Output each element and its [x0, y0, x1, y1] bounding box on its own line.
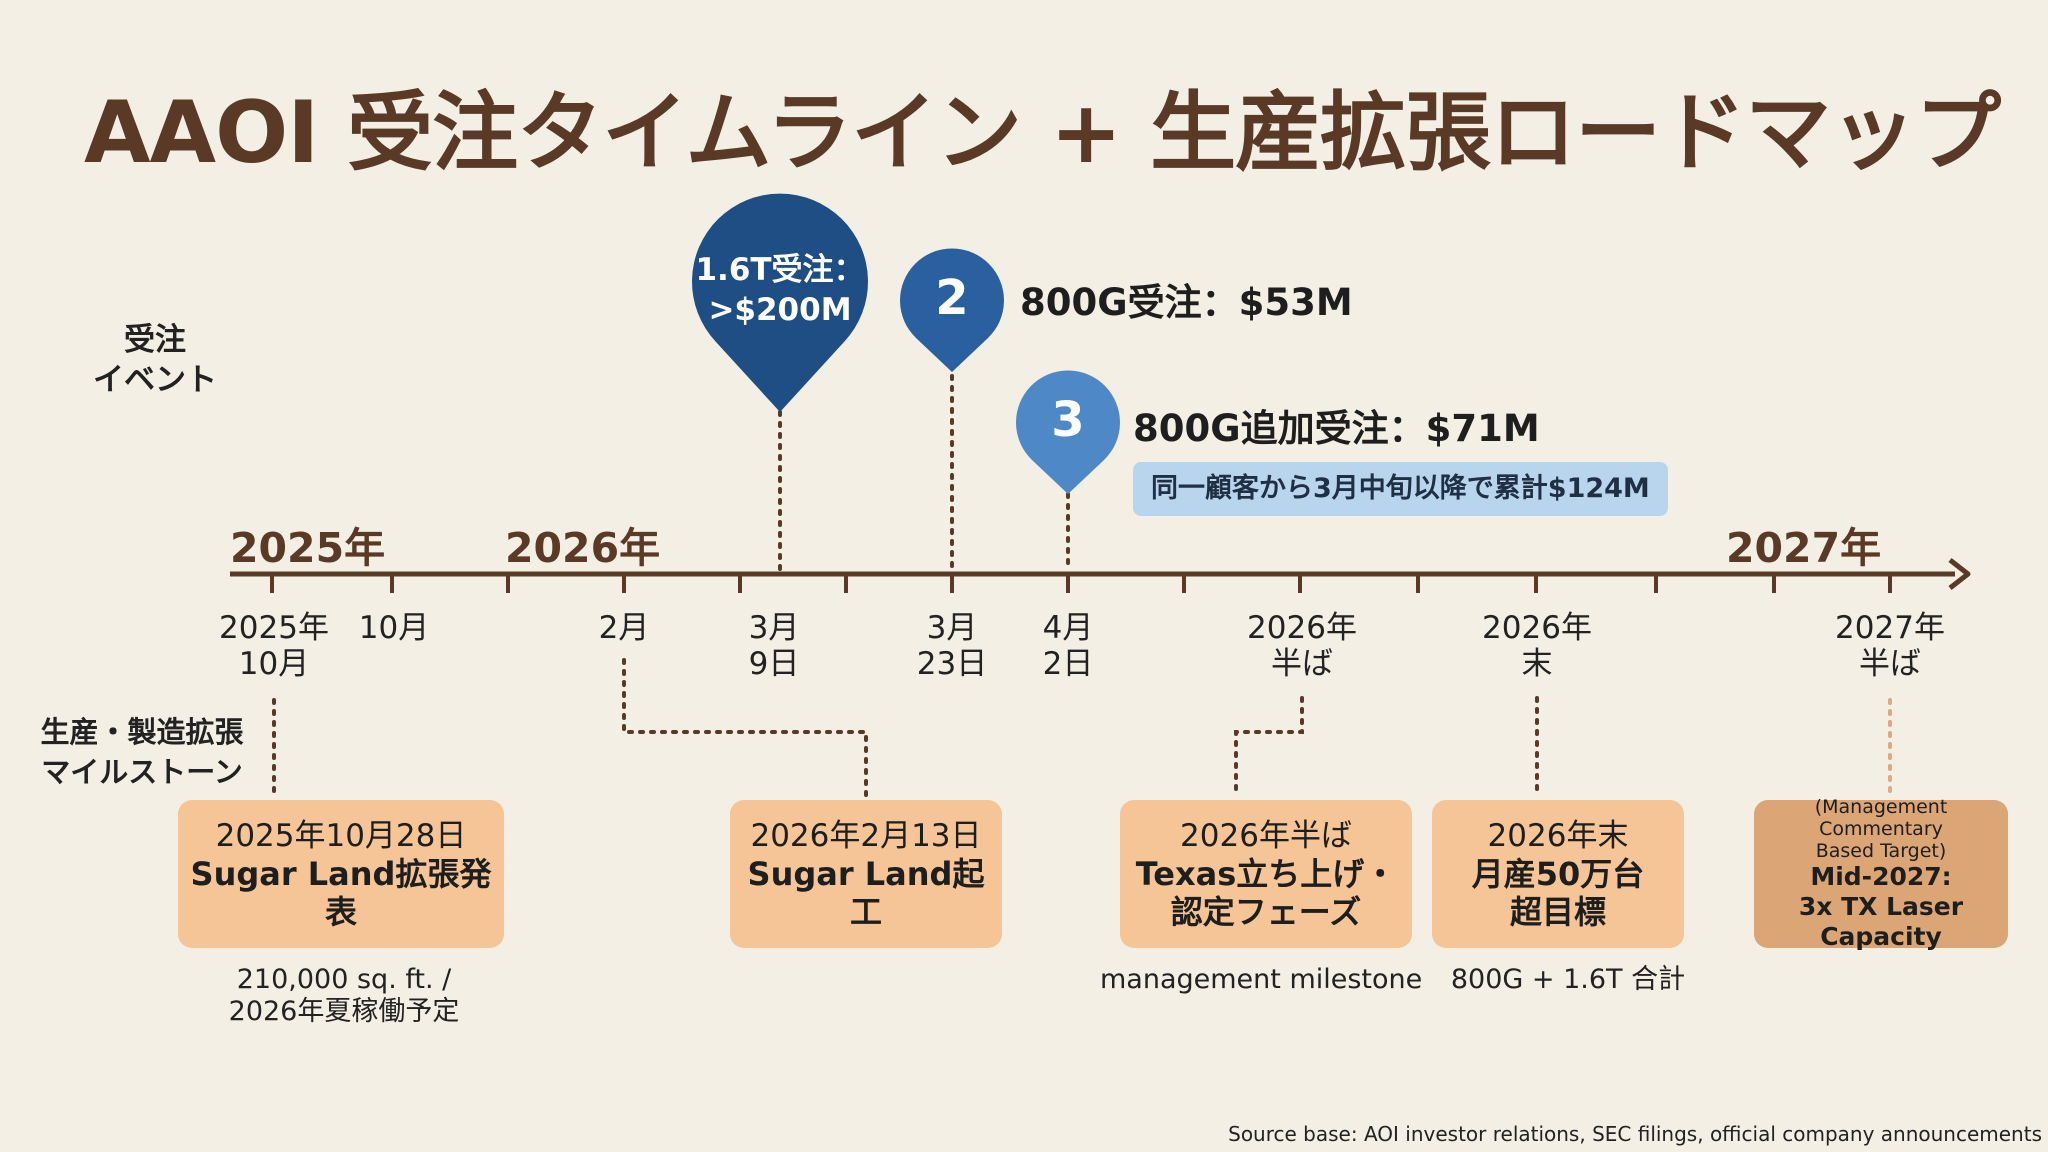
date-label-line1: 3月 — [926, 610, 978, 646]
note-line1: 210,000 sq. ft. / — [236, 964, 452, 995]
event3-callout: 同一顧客から3月中旬以降で累計$124M — [1133, 462, 1668, 516]
pin2-number: 2 — [935, 270, 969, 326]
milestone-note-capacity: 800G + 1.6T 合計 — [1450, 964, 1686, 995]
date-label: 10月 — [359, 610, 429, 646]
milestone-title-line1: Mid-2027: — [1810, 862, 1952, 891]
milestone-title-line1: Sugar Land起工 — [747, 855, 985, 931]
milestone-title-line2: 表 — [324, 893, 357, 931]
m3-connector — [1234, 696, 1304, 798]
page-title: AAOI 受注タイムライン + 生産拡張ロードマップ — [84, 83, 2001, 183]
milestone-date: 2026年2月13日 — [750, 818, 982, 854]
milestone-title-line2: 認定フェーズ — [1170, 893, 1362, 931]
date-label: 2025年 10月 — [219, 610, 329, 682]
date-label-line1: 4月 — [1042, 610, 1094, 646]
date-label: 2月 — [599, 610, 650, 646]
milestone-title-line1: 月産50万台 — [1471, 855, 1645, 893]
date-label: 2026年 半ば — [1247, 610, 1357, 682]
milestone-note-line1: (Management Commentary — [1814, 796, 1948, 840]
milestone-box-sugar-land-groundbreak: 2026年2月13日 Sugar Land起工 — [730, 800, 1002, 948]
milestone-box-monthly-capacity: 2026年末 月産50万台 超目標 — [1432, 800, 1684, 948]
pin1-marker — [691, 193, 868, 412]
note-line2: 2026年夏稼働予定 — [228, 996, 460, 1027]
milestone-date: 2026年末 — [1487, 818, 1629, 854]
date-label-line1: 3月 — [748, 610, 800, 646]
date-label-line2: 半ば — [1271, 646, 1333, 682]
milestone-box-mid-2027-target: (Management Commentary Based Target) Mid… — [1754, 796, 2008, 951]
milestone-title-line3: Capacity — [1820, 922, 1942, 951]
milestone-title-line2: 3x TX Laser — [1798, 892, 1964, 921]
date-label-line2: 半ば — [1859, 646, 1921, 682]
date-label: 3月 23日 — [917, 610, 987, 682]
date-label-line2: 末 — [1521, 646, 1553, 682]
source-note: Source base: AOI investor relations, SEC… — [1228, 1122, 2042, 1146]
milestone-note-line2: Based Target) — [1815, 840, 1947, 862]
pin1-label: 1.6T受注： >$200M — [692, 250, 868, 330]
date-label: 3月 9日 — [749, 610, 800, 682]
date-label-line2: 2日 — [1042, 646, 1094, 682]
production-lane-label-line1: 生産・製造拡張 — [40, 715, 244, 749]
pin1-label-line2: >$200M — [708, 292, 852, 328]
milestone-title-line2: 超目標 — [1509, 893, 1606, 931]
date-label-line1: 2027年 — [1835, 610, 1945, 646]
date-label: 2027年 半ば — [1835, 610, 1945, 682]
orders-lane-label: 受注 イベント — [80, 320, 230, 400]
date-label-line1: 2026年 — [1247, 610, 1357, 646]
production-lane-label-line2: マイルストーン — [41, 755, 243, 789]
date-label: 2026年 末 — [1482, 610, 1592, 682]
orders-lane-label-line2: イベント — [93, 362, 217, 398]
date-label-line1: 2025年 — [219, 610, 329, 646]
orders-lane-label-line1: 受注 — [124, 322, 186, 358]
date-label-line2: 9日 — [748, 646, 800, 682]
milestone-date: 2025年10月28日 — [215, 818, 467, 854]
milestone-note-sugar-land: 210,000 sq. ft. / 2026年夏稼働予定 — [178, 964, 510, 1028]
milestone-note-texas: management milestone — [1100, 964, 1423, 995]
date-label-line1: 10月 — [358, 610, 430, 646]
timeline-arrowhead — [1948, 558, 1971, 590]
milestone-title-line1: Texas立ち上げ・ — [1135, 855, 1397, 893]
production-lane-label: 生産・製造拡張 マイルストーン — [22, 712, 262, 792]
pin3-marker — [1016, 370, 1121, 494]
year-label-2026: 2026年 — [505, 524, 661, 572]
event3-label: 800G追加受注：$71M — [1133, 407, 1540, 450]
date-label-line2: 23日 — [916, 646, 988, 682]
year-label-2025: 2025年 — [230, 524, 386, 572]
date-label-line2: 10月 — [238, 646, 310, 682]
date-label: 4月 2日 — [1043, 610, 1094, 682]
pin2-marker — [900, 248, 1004, 372]
year-label-2027: 2027年 — [1726, 524, 1882, 572]
date-label-line1: 2026年 — [1482, 610, 1592, 646]
milestone-box-texas-ramp: 2026年半ば Texas立ち上げ・ 認定フェーズ — [1120, 800, 1412, 948]
milestone-date: 2026年半ば — [1180, 818, 1352, 854]
date-label-line1: 2月 — [598, 610, 650, 646]
m2-connector — [622, 658, 868, 798]
pin1-label-line1: 1.6T受注： — [695, 252, 865, 288]
milestone-box-sugar-land-announce: 2025年10月28日 Sugar Land拡張発 表 — [178, 800, 504, 948]
pin3-number: 3 — [1051, 392, 1085, 448]
event2-label: 800G受注：$53M — [1020, 281, 1353, 324]
milestone-title-line1: Sugar Land拡張発 — [190, 855, 492, 893]
